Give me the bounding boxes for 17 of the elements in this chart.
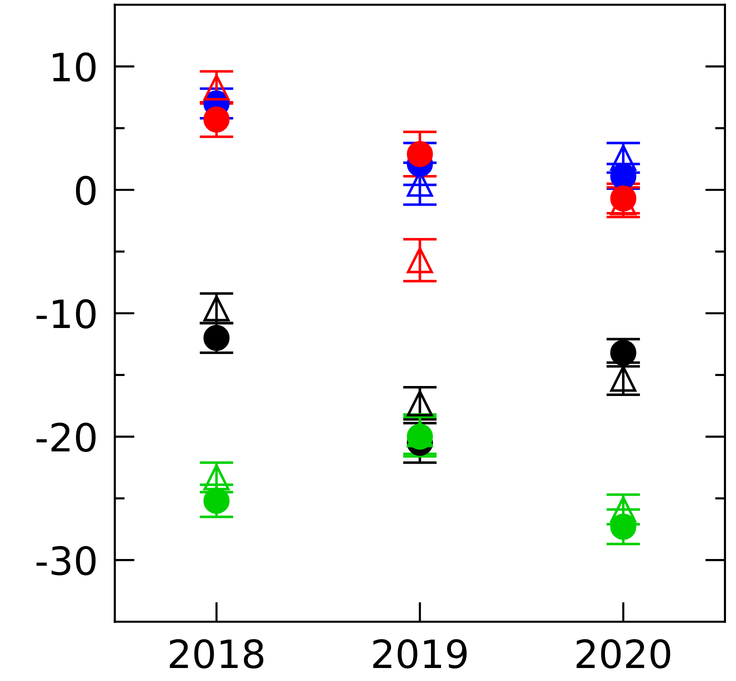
x-tick-label: 2020 <box>576 639 670 669</box>
point <box>610 496 636 523</box>
point <box>610 144 636 171</box>
point <box>203 106 230 133</box>
x-tick-label: 2018 <box>170 639 264 669</box>
y-tick-label: -20 <box>36 422 96 452</box>
point <box>610 340 636 366</box>
y-tick-label: 0 <box>76 176 96 206</box>
point <box>203 464 230 490</box>
point <box>406 247 433 274</box>
point <box>406 141 433 168</box>
y-tick-label: 10 <box>52 52 96 82</box>
point <box>610 366 636 392</box>
y-tick-label: -10 <box>36 299 96 329</box>
point <box>406 390 433 416</box>
x-tick-label: 2019 <box>373 639 467 669</box>
y-tick-label: -30 <box>36 546 96 576</box>
